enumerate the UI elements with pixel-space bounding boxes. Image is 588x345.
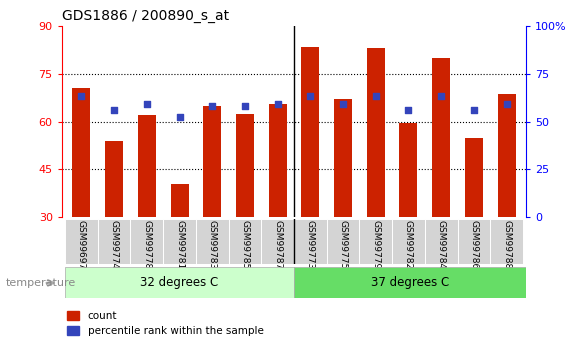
Point [502,101,512,107]
Bar [65,267,294,298]
Bar [105,141,123,217]
Text: GSM99788: GSM99788 [502,220,511,270]
Bar [425,219,457,264]
Text: GSM99786: GSM99786 [469,220,479,270]
Point [436,93,446,99]
Text: GSM99784: GSM99784 [437,220,446,269]
Point [273,101,282,107]
Bar [98,219,131,264]
Point [404,108,413,113]
Point [142,101,152,107]
Point [109,108,119,113]
Bar [229,219,261,264]
Bar [65,219,98,264]
Bar [294,219,327,264]
Bar [302,47,319,217]
Bar [359,219,392,264]
Bar [196,219,229,264]
Point [306,93,315,99]
Text: GSM99785: GSM99785 [240,220,249,270]
Point [469,108,479,113]
Text: GSM99773: GSM99773 [306,220,315,270]
Point [240,103,250,108]
Bar [236,114,254,217]
Bar [163,219,196,264]
Bar [432,58,450,217]
Text: 32 degrees C: 32 degrees C [141,276,219,289]
Text: GSM99782: GSM99782 [404,220,413,269]
Bar [294,267,526,298]
Bar [72,88,91,217]
Bar [203,106,221,217]
Point [208,103,217,108]
Bar [490,219,523,264]
Bar [399,123,417,217]
Text: GDS1886 / 200890_s_at: GDS1886 / 200890_s_at [62,9,229,23]
Point [76,93,86,99]
Text: GSM99787: GSM99787 [273,220,282,270]
Bar [261,219,294,264]
Bar [131,219,163,264]
Bar [138,115,156,217]
Bar [171,184,189,217]
Bar [457,219,490,264]
Bar [269,104,286,217]
Text: temperature: temperature [6,278,76,288]
Text: 37 degrees C: 37 degrees C [371,276,449,289]
Text: GSM99774: GSM99774 [109,220,119,269]
Text: GSM99781: GSM99781 [175,220,184,270]
Bar [334,99,352,217]
Bar [367,48,385,217]
Text: GSM99778: GSM99778 [142,220,151,270]
Point [371,93,380,99]
Text: GSM99783: GSM99783 [208,220,217,270]
Bar [327,219,359,264]
Text: GSM99697: GSM99697 [77,220,86,270]
Bar [497,95,516,217]
Bar [392,219,425,264]
Text: GSM99779: GSM99779 [371,220,380,270]
Legend: count, percentile rank within the sample: count, percentile rank within the sample [67,311,263,336]
Bar [465,138,483,217]
Text: GSM99775: GSM99775 [339,220,348,270]
Point [175,114,184,120]
Point [338,101,348,107]
